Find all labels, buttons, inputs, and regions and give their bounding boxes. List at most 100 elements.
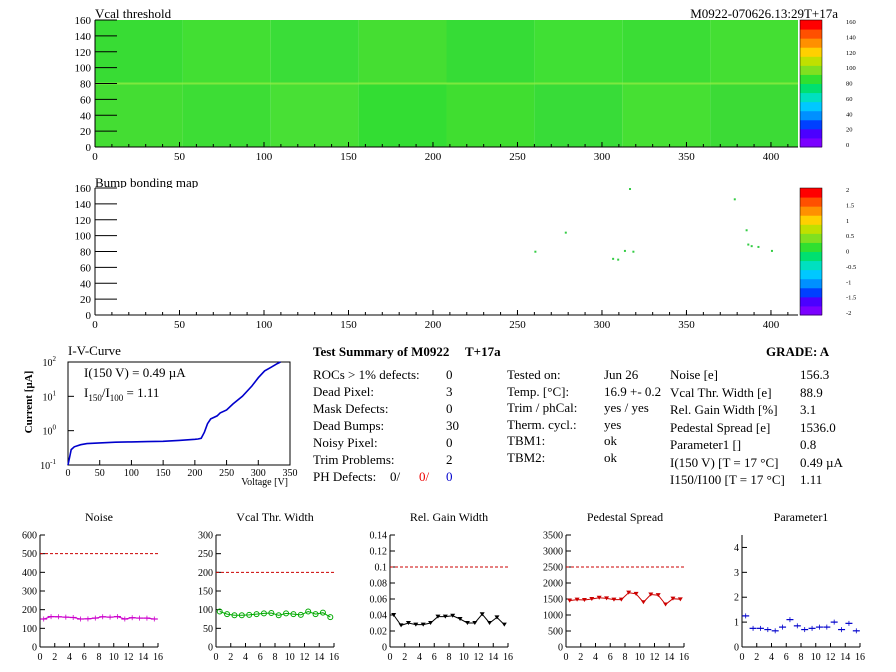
colorbar-tick-label: 1 [846, 218, 849, 225]
plot-point [663, 602, 669, 607]
plot-x-tick-label: 4 [593, 652, 598, 663]
plot-point [574, 597, 580, 602]
colorbar-tick-label: 0 [846, 249, 849, 256]
plot-y-tick-label: 4 [734, 543, 739, 554]
plot-point [611, 597, 617, 602]
plot-point [626, 590, 632, 595]
colorbar-tick-label: 0.5 [846, 233, 854, 240]
result-label: Pedestal Spread [e] [670, 419, 771, 435]
plot-x-tick-label: 0 [740, 652, 745, 663]
iv-y-tick-label: 10-1 [40, 458, 56, 472]
colorbar-cell [800, 296, 822, 307]
colorbar-cell [800, 137, 822, 148]
defect-point [534, 250, 537, 253]
condition-value: 16.9 +- 0.2 [604, 383, 662, 399]
iv-x-tick-label: 150 [156, 468, 171, 479]
plot-y-tick-label: 600 [22, 531, 37, 542]
iv-frame [67, 361, 291, 466]
plot-point [487, 621, 493, 625]
iv-x-tick-label: 250 [219, 468, 234, 479]
plot-series-line [393, 613, 505, 626]
colorbar-cell [800, 56, 822, 66]
plot-x-tick-label: 14 [664, 652, 674, 663]
summary-title: Test Summary of M0922 [313, 344, 450, 359]
defect-value: 3 [446, 384, 453, 399]
defect-point [629, 188, 632, 190]
plot-y-tick-label: 200 [22, 605, 37, 616]
x-tick-label: 0 [92, 319, 98, 330]
x-tick-label: 300 [594, 151, 611, 163]
plot-y-tick-label: 1500 [543, 595, 563, 606]
threshold-colorbar: 0 20 40 60 80 100 120 140 160 [799, 19, 856, 149]
y-tick-label: 140 [75, 31, 92, 43]
plot-point [479, 612, 485, 617]
colorbar-frame [799, 19, 823, 148]
colorbar-cell [800, 29, 822, 39]
plot-x-tick-label: 8 [97, 652, 102, 663]
result-label: Vcal Thr. Width [e] [670, 384, 772, 400]
bump-colorbar: -2 -1.5 -1 -0.5 0 0.5 1 1.5 2 [799, 187, 856, 317]
plot-y-tick-label: 150 [198, 587, 213, 598]
plot-point [567, 598, 573, 603]
iv-y-tick-exp: 1 [53, 389, 57, 397]
defect-value: 0 [446, 367, 453, 382]
y-tick-label: 60 [80, 94, 92, 106]
colorbar-cell [800, 206, 822, 216]
defect-value: 0 [446, 401, 453, 416]
plot-y-tick-label: 200 [198, 568, 213, 579]
plot-y-tick-label: 0 [382, 643, 387, 654]
plot-point [413, 622, 419, 627]
iv-y-tick-exp: -1 [50, 458, 56, 466]
plot-x-tick-label: 4 [67, 652, 72, 663]
plot-x-tick-label: 2 [402, 652, 407, 663]
plot-point [581, 597, 587, 602]
colorbar-cell [800, 110, 822, 121]
colorbar-cell [800, 278, 822, 289]
colorbar-cell [800, 197, 822, 207]
plot-point [596, 595, 602, 600]
colorbar-tick-label: 120 [846, 50, 856, 57]
y-tick-label: 40 [80, 278, 92, 290]
plot-x-tick-label: 8 [623, 652, 628, 663]
defect-point [733, 198, 736, 201]
plot-point [216, 608, 223, 615]
plot-x-tick-label: 4 [417, 652, 422, 663]
iv-x-tick-label: 0 [66, 468, 71, 479]
plot-x-tick-label: 0 [38, 652, 43, 663]
y-tick-label: 160 [75, 15, 92, 27]
x-tick-label: 250 [509, 151, 526, 163]
plot-point [618, 597, 624, 602]
plot-point [420, 622, 426, 627]
plot-y-tick-label: 50 [203, 624, 213, 635]
plot-point [283, 610, 290, 617]
plot-x-tick-label: 16 [855, 652, 865, 663]
plot-y-tick-label: 1 [734, 618, 739, 629]
iv-x-tick-label: 300 [251, 468, 266, 479]
plot-point [464, 621, 470, 625]
x-tick-label: 200 [425, 151, 442, 163]
plot-x-tick-label: 2 [52, 652, 57, 663]
x-tick-label: 150 [340, 151, 357, 163]
plot-x-tick-label: 14 [840, 652, 850, 663]
plot-point [648, 592, 654, 597]
colorbar-cell [800, 188, 822, 198]
threshold-map: 0 50 100 150 200 250 300 350 400 0 20 40 60 80 100 120 1… [75, 15, 798, 163]
colorbar-cell [800, 128, 822, 139]
iv-title: I-V-Curve [68, 343, 121, 358]
plot-y-tick-label: 3500 [543, 531, 563, 542]
plot-title: Pedestal Spread [587, 510, 663, 524]
plot-point [290, 611, 297, 618]
result-value: 0.8 [800, 437, 817, 452]
plot-x-tick-label: 12 [474, 652, 484, 663]
iv-x-tick-label: 100 [124, 468, 139, 479]
plot-point [472, 621, 478, 625]
colorbar-cell [800, 251, 822, 262]
plot-y-tick-label: 0.14 [370, 531, 388, 542]
plot-point [670, 596, 676, 601]
plot-x-tick-label: 14 [314, 652, 324, 663]
bump-map-title: Bump bonding map [95, 175, 198, 190]
iv-ylabel: Current [µA] [23, 371, 35, 434]
